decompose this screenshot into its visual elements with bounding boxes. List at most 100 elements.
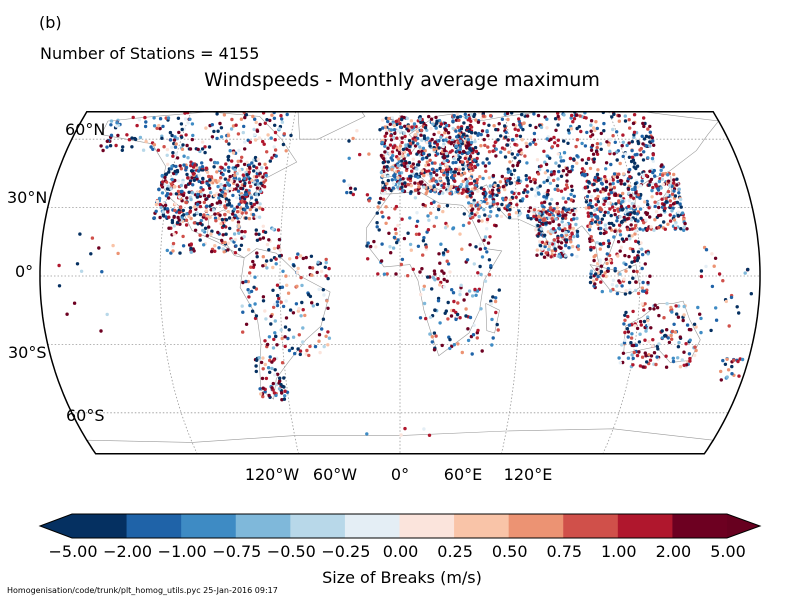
station-marker — [192, 213, 197, 217]
station-marker — [230, 204, 234, 208]
station-marker — [261, 207, 265, 212]
station-marker — [209, 232, 213, 236]
station-marker — [217, 196, 221, 200]
station-marker — [226, 182, 230, 187]
station-marker — [240, 199, 244, 203]
station-marker — [249, 289, 254, 294]
station-marker — [181, 208, 185, 213]
station-marker — [296, 347, 300, 351]
station-marker — [272, 337, 276, 342]
station-marker — [210, 249, 214, 254]
station-marker — [255, 255, 259, 259]
station-marker — [236, 132, 241, 136]
station-marker — [169, 187, 173, 191]
station-marker — [210, 202, 214, 207]
station-marker — [287, 328, 291, 332]
station-marker — [120, 148, 125, 152]
station-marker — [326, 330, 330, 334]
station-marker — [250, 161, 254, 165]
station-marker — [248, 140, 252, 144]
station-marker — [165, 147, 170, 152]
station-marker — [213, 244, 217, 248]
colorbar-bin — [344, 514, 400, 538]
station-marker — [189, 169, 194, 173]
station-marker — [217, 216, 221, 221]
station-marker — [252, 180, 257, 184]
station-marker — [263, 362, 267, 367]
station-marker — [215, 112, 219, 116]
station-marker — [235, 210, 240, 214]
station-marker — [258, 206, 262, 210]
station-marker — [318, 350, 322, 355]
station-marker — [246, 279, 250, 284]
station-marker — [191, 172, 196, 176]
station-marker — [174, 152, 178, 156]
station-marker — [208, 178, 212, 182]
station-marker — [170, 177, 174, 182]
station-marker — [234, 123, 238, 127]
station-marker — [192, 221, 197, 225]
station-marker — [243, 140, 247, 144]
station-marker — [242, 124, 246, 129]
station-marker — [253, 155, 258, 160]
station-marker — [244, 113, 249, 117]
station-marker — [317, 287, 321, 292]
station-marker — [244, 216, 248, 220]
station-marker — [201, 180, 205, 184]
station-marker — [253, 117, 257, 121]
station-marker — [202, 200, 206, 205]
station-marker — [233, 237, 238, 242]
station-marker — [109, 133, 114, 137]
station-marker — [135, 123, 139, 128]
station-marker — [190, 176, 194, 180]
station-marker — [198, 189, 203, 194]
station-marker — [315, 302, 320, 307]
station-marker — [176, 215, 180, 220]
station-marker — [326, 276, 330, 281]
station-marker — [296, 252, 300, 256]
station-marker — [262, 180, 266, 184]
station-marker — [203, 194, 207, 198]
station-marker — [281, 304, 286, 309]
station-marker — [248, 184, 253, 189]
station-marker — [207, 174, 211, 179]
station-marker — [284, 149, 288, 153]
station-marker — [282, 397, 287, 401]
station-marker — [155, 199, 160, 204]
station-marker — [283, 344, 287, 349]
station-marker — [298, 352, 302, 357]
station-marker — [295, 255, 299, 260]
station-marker — [184, 165, 189, 170]
station-marker — [263, 390, 267, 394]
station-marker — [273, 319, 277, 323]
colorbar-tick-label: −1.00 — [157, 542, 207, 561]
station-marker — [203, 145, 207, 149]
lon-label-120e: 120°E — [503, 465, 553, 484]
station-marker — [156, 148, 161, 152]
station-marker — [228, 186, 232, 191]
station-marker — [252, 263, 256, 267]
station-marker — [263, 121, 267, 126]
station-marker — [322, 344, 326, 349]
station-marker — [255, 251, 259, 255]
station-marker — [200, 147, 205, 151]
station-marker — [209, 158, 213, 162]
station-marker — [254, 208, 259, 212]
station-marker — [198, 212, 203, 217]
station-marker — [261, 255, 265, 259]
station-marker — [237, 224, 241, 229]
station-marker — [249, 196, 254, 200]
station-marker — [224, 197, 228, 201]
station-marker — [220, 190, 225, 194]
station-marker — [291, 335, 296, 339]
colorbar-tick-label: −0.50 — [266, 542, 316, 561]
colorbar-tick-label: 2.00 — [655, 542, 692, 561]
station-marker — [300, 283, 304, 288]
station-marker — [187, 190, 191, 194]
station-marker — [181, 244, 186, 248]
station-marker — [257, 162, 262, 166]
station-marker — [256, 182, 260, 186]
station-marker — [217, 179, 221, 183]
station-marker — [169, 192, 173, 196]
station-marker — [275, 283, 280, 287]
